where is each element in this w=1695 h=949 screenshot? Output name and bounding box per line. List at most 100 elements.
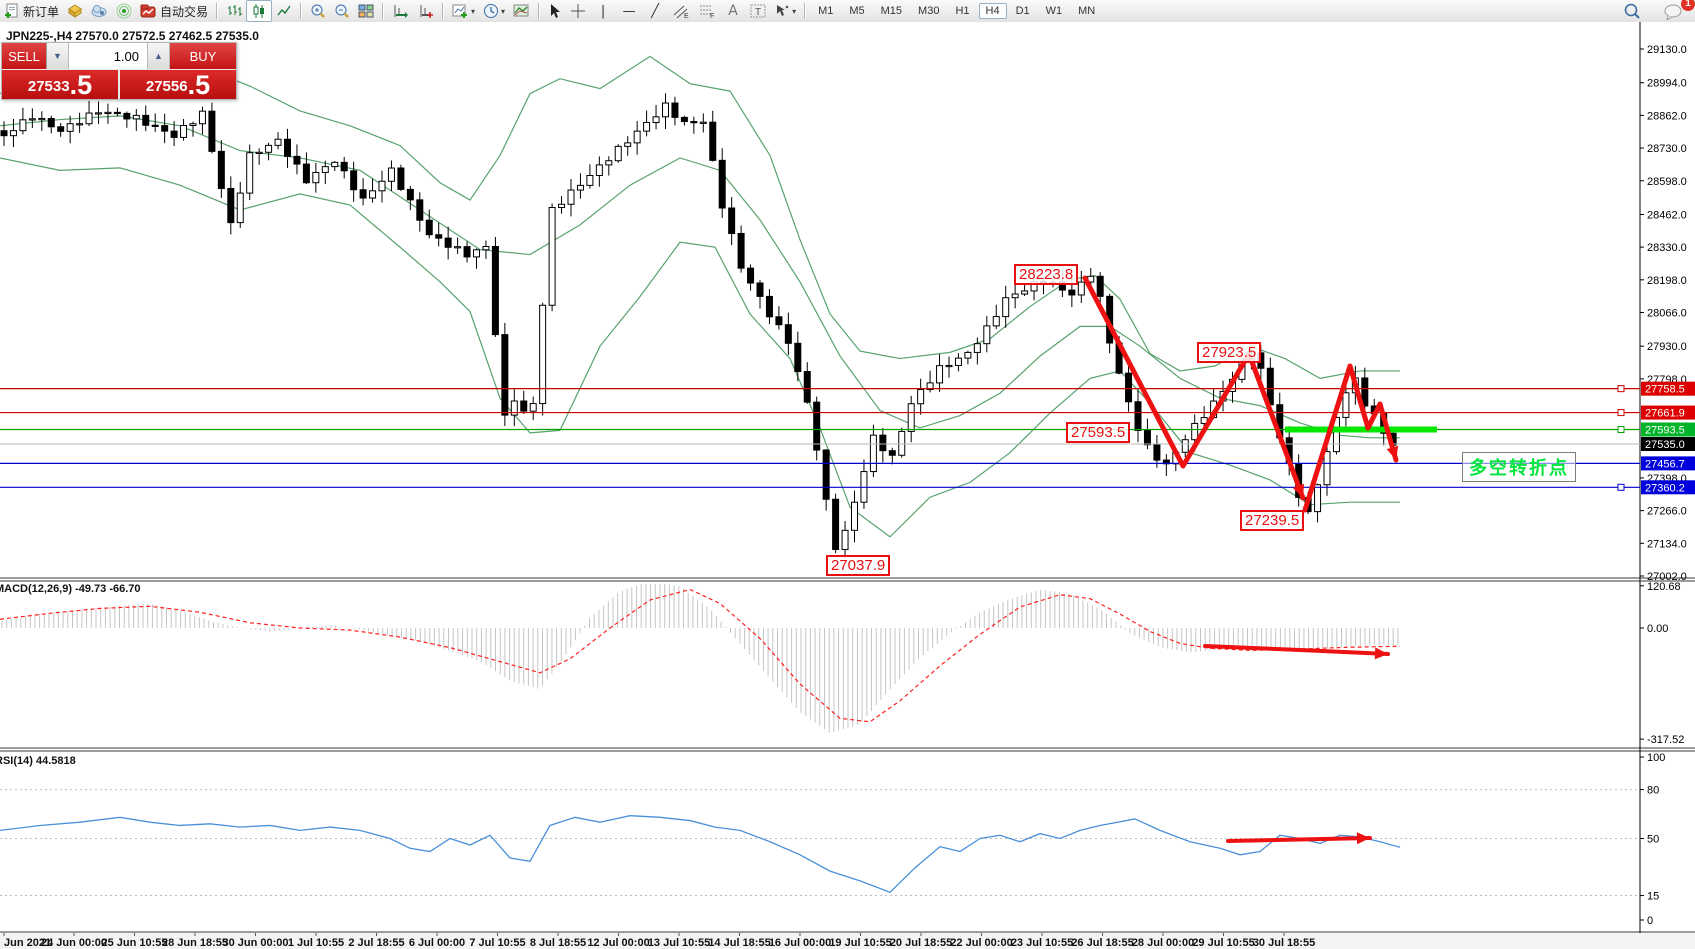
svg-text:30 Jun 00:00: 30 Jun 00:00 [222, 937, 288, 949]
cube-icon [67, 3, 83, 19]
svg-text:T: T [755, 7, 761, 18]
notification-badge: 1 [1681, 0, 1695, 11]
indicator-long-button[interactable] [388, 1, 413, 21]
tab-timeframe-H1[interactable]: H1 [955, 5, 970, 17]
buy-button[interactable]: BUY [170, 43, 236, 69]
svg-text:15: 15 [1647, 891, 1659, 903]
svg-text:7 Jul 10:55: 7 Jul 10:55 [469, 937, 525, 949]
notifications-button[interactable]: 1 [1659, 0, 1695, 21]
profile-button[interactable] [63, 1, 87, 21]
chart-canvas[interactable]: 29130.0 28994.0 28862.0 28730.0 28598.0 28462… [0, 22, 1695, 949]
svg-text:120.68: 120.68 [1647, 581, 1681, 593]
chart-area[interactable]: 29130.0 28994.0 28862.0 28730.0 28598.0 28462… [0, 22, 1695, 949]
price-label-annotation[interactable]: 27239.5 [1240, 510, 1305, 531]
sell-price[interactable]: 27533 .5 [2, 70, 118, 99]
candlestick-chart-button[interactable] [246, 0, 273, 22]
svg-text:100: 100 [1647, 752, 1665, 764]
svg-text:28 Jun 18:55: 28 Jun 18:55 [162, 937, 228, 949]
svg-text:19 Jul 10:55: 19 Jul 10:55 [829, 937, 891, 949]
svg-text:-317.52: -317.52 [1647, 734, 1684, 746]
tab-timeframe-M30[interactable]: M30 [918, 5, 940, 17]
svg-text:29 Jul 10:55: 29 Jul 10:55 [1192, 937, 1254, 949]
chevron-down-icon: ▾ [501, 6, 506, 16]
price-label-annotation[interactable]: 28223.8 [1014, 264, 1079, 285]
tab-timeframe-MN[interactable]: MN [1078, 5, 1096, 17]
svg-text:27535.0: 27535.0 [1645, 439, 1685, 451]
tile-windows-button[interactable] [354, 1, 378, 21]
top-toolbar: 新订单 自动交易 ▾ ▾ [0, 0, 1695, 23]
volume-down-button[interactable]: ▼ [47, 43, 69, 69]
price-label-annotation[interactable]: 27593.5 [1066, 422, 1131, 443]
sell-price-main: 27533 [27, 78, 70, 95]
svg-text:28994.0: 28994.0 [1647, 78, 1687, 90]
rsi-label: RSI(14) 44.5818 [0, 755, 76, 767]
market-button[interactable] [87, 1, 112, 21]
tab-timeframe-H4[interactable]: H4 [978, 3, 1007, 19]
buy-price[interactable]: 27556 .5 [120, 70, 236, 99]
zoom-in-button[interactable] [306, 1, 330, 21]
auto-trading-icon [140, 3, 157, 19]
svg-text:16 Jul 00:00: 16 Jul 00:00 [769, 937, 831, 949]
svg-text:8 Jul 18:55: 8 Jul 18:55 [530, 937, 586, 949]
signals-button[interactable] [112, 1, 136, 21]
buy-price-main: 27556 [145, 78, 188, 95]
signal-icon [116, 3, 132, 19]
trendline-tool-button[interactable]: ╱ [651, 3, 659, 19]
search-button[interactable] [1619, 1, 1645, 21]
toolbar-separator [804, 3, 807, 19]
svg-text:27002.0: 27002.0 [1647, 571, 1687, 583]
tab-timeframe-M1[interactable]: M1 [818, 5, 834, 17]
svg-text:12 Jul 00:00: 12 Jul 00:00 [587, 937, 649, 949]
horizontal-line-tool-button[interactable]: — [622, 3, 636, 19]
channel-tool-button[interactable]: E [668, 1, 694, 21]
text-tool-button[interactable]: A [728, 3, 738, 19]
tab-timeframe-D1[interactable]: D1 [1015, 5, 1030, 17]
svg-text:27266.0: 27266.0 [1647, 506, 1687, 518]
price-label-annotation[interactable]: 27923.5 [1197, 342, 1262, 363]
svg-text:27661.9: 27661.9 [1645, 408, 1685, 420]
svg-text:28330.0: 28330.0 [1647, 242, 1687, 254]
line-chart-button[interactable] [272, 1, 296, 21]
toolbar-separator [382, 3, 385, 19]
arrows-tool-button[interactable]: ▾ [770, 1, 800, 21]
svg-text:2 Jul 18:55: 2 Jul 18:55 [348, 937, 404, 949]
svg-text:50: 50 [1647, 834, 1659, 846]
fibonacci-tool-button[interactable]: F [694, 1, 720, 21]
indicator-short-button[interactable] [413, 1, 438, 21]
toolbar-separator [538, 3, 541, 19]
add-indicator-button[interactable]: ▾ [448, 1, 479, 21]
svg-text:20 Jul 18:55: 20 Jul 18:55 [890, 937, 952, 949]
tab-timeframe-M5[interactable]: M5 [849, 5, 865, 17]
chevron-down-icon: ▾ [792, 6, 797, 16]
chart-symbol-title: JPN225-,H4 27570.0 27572.5 27462.5 27535… [6, 29, 259, 43]
period-button[interactable]: ▾ [479, 1, 509, 21]
svg-text:25 Jun 10:55: 25 Jun 10:55 [101, 937, 167, 949]
crosshair-tool-button[interactable] [566, 1, 590, 21]
zoom-out-button[interactable] [330, 1, 354, 21]
vertical-line-tool-button[interactable]: | [600, 3, 606, 19]
svg-text:27360.2: 27360.2 [1645, 482, 1685, 494]
bar-chart-button[interactable] [222, 1, 246, 21]
volume-up-button[interactable]: ▲ [148, 43, 170, 69]
volume-input[interactable]: 1.00 [69, 43, 148, 69]
auto-trading-label: 自动交易 [160, 4, 209, 19]
svg-text:24 Jun 00:00: 24 Jun 00:00 [41, 937, 107, 949]
toolbar-separator [442, 3, 445, 19]
one-click-trading-panel: SELL ▼ 1.00 ▲ BUY 27533 .5 27556 .5 [1, 42, 237, 100]
chevron-down-icon: ▾ [471, 6, 476, 16]
sell-button[interactable]: SELL [2, 43, 47, 69]
price-label-annotation[interactable]: 27037.9 [826, 555, 891, 576]
cursor-tool-button[interactable] [544, 1, 566, 21]
tab-timeframe-M15[interactable]: M15 [880, 5, 903, 17]
svg-text:28862.0: 28862.0 [1647, 110, 1687, 122]
svg-text:27456.7: 27456.7 [1645, 458, 1685, 470]
turning-point-note[interactable]: 多空转折点 [1462, 452, 1576, 482]
text-label-tool-button[interactable]: T [746, 1, 770, 21]
timeframe-group: M1 M5 M15 M30 H1 H4 D1 W1 MN [810, 0, 1103, 22]
chart-properties-button[interactable] [509, 1, 534, 21]
svg-text:28198.0: 28198.0 [1647, 275, 1687, 287]
svg-text:6 Jul 00:00: 6 Jul 00:00 [409, 937, 465, 949]
new-order-button[interactable]: 新订单 [0, 1, 63, 21]
tab-timeframe-W1[interactable]: W1 [1045, 5, 1063, 17]
auto-trading-button[interactable]: 自动交易 [136, 1, 212, 21]
